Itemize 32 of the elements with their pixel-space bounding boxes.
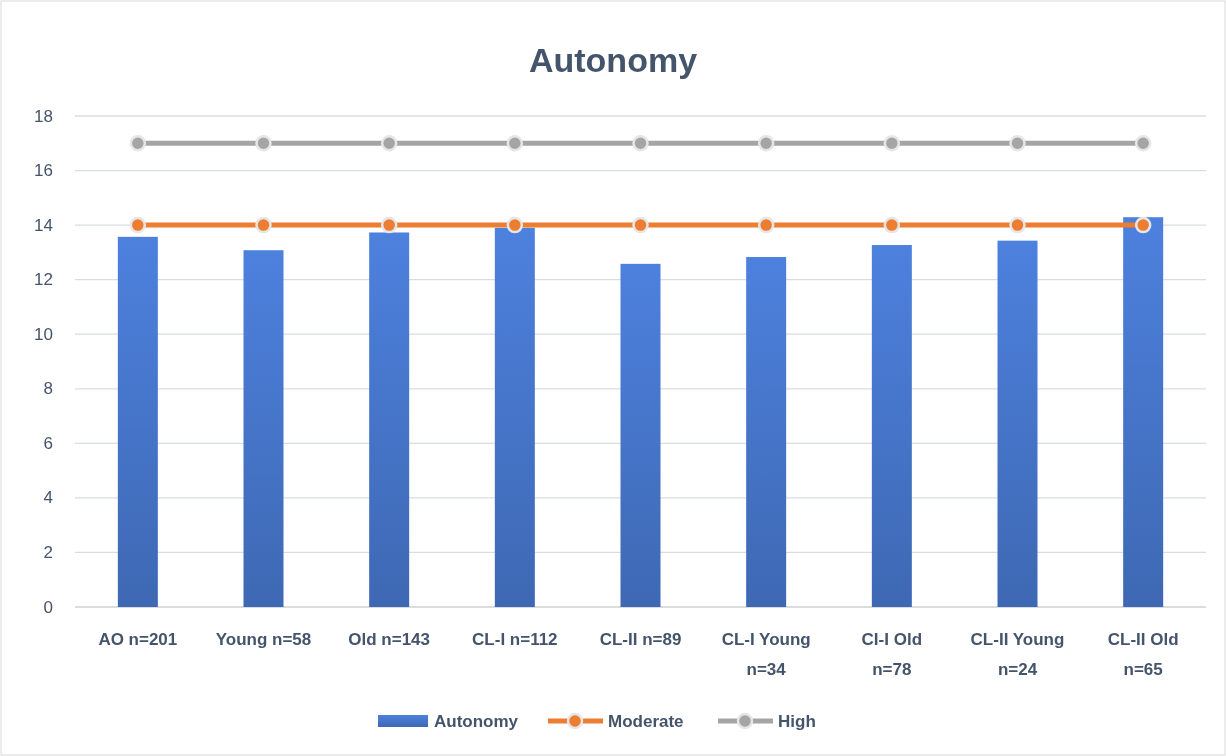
- y-tick-label: 18: [34, 106, 53, 126]
- bar: [494, 227, 535, 607]
- y-tick-label: 10: [34, 324, 53, 344]
- bar: [871, 245, 912, 607]
- bar: [997, 240, 1038, 607]
- bar: [620, 263, 661, 607]
- y-tick-label: 4: [43, 488, 53, 508]
- y-tick-label: 14: [34, 215, 53, 235]
- bar: [746, 257, 787, 607]
- y-tick-label: 0: [43, 597, 53, 617]
- chart-title: Autonomy: [528, 41, 698, 79]
- bar: [1123, 217, 1164, 607]
- x-tick-label: Old n=143: [348, 630, 431, 649]
- y-tick-label: 12: [34, 270, 53, 290]
- x-tick-label: CL-I n=112: [472, 630, 558, 649]
- legend-label: High: [778, 711, 816, 731]
- legend-label: Autonomy: [434, 711, 519, 731]
- bar: [243, 250, 284, 607]
- bar: [117, 236, 158, 607]
- x-tick-label: CL-II n=89: [599, 630, 682, 649]
- y-tick-label: 6: [43, 433, 53, 453]
- x-tick-label: CL-II Old n=65: [1107, 630, 1179, 679]
- x-tick-label: AO n=201: [98, 630, 178, 649]
- x-tick-label: Young n=58: [215, 630, 312, 649]
- legend-label: Moderate: [608, 711, 684, 731]
- bar: [369, 232, 410, 607]
- x-tick-label: CI-I Old n=78: [861, 630, 923, 679]
- x-tick-label: CL-I Young n=34: [721, 630, 811, 679]
- x-tick-label: CL-II Young n=24: [970, 630, 1065, 679]
- y-tick-label: 2: [43, 542, 53, 562]
- y-tick-label: 16: [34, 161, 53, 181]
- y-tick-label: 8: [43, 379, 53, 399]
